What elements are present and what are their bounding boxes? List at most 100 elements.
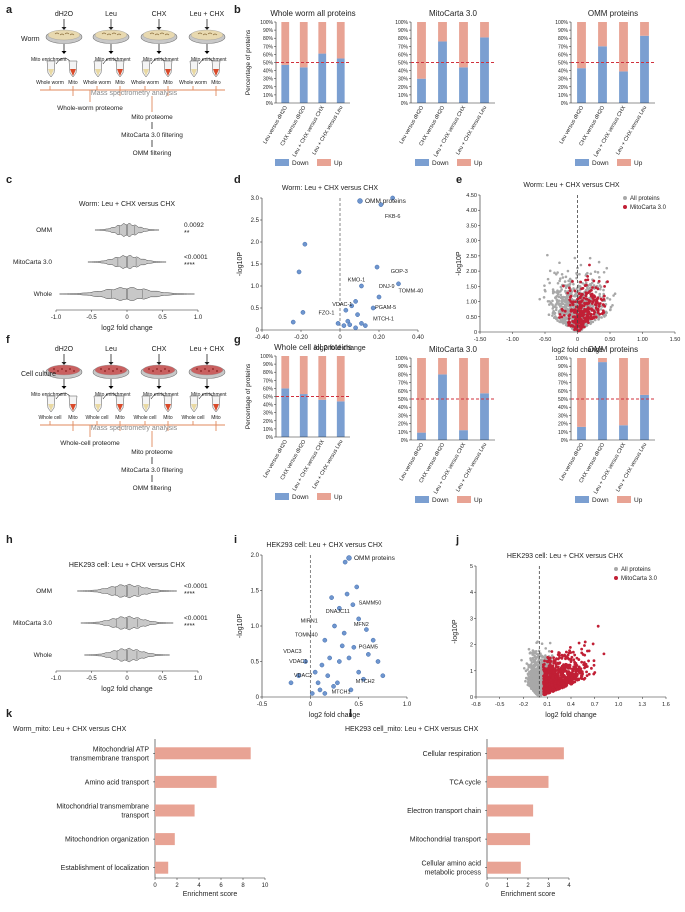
point-all <box>533 654 536 658</box>
tube-content <box>95 404 101 411</box>
row-label: MitoCarta 3.0 <box>13 259 52 266</box>
legend-label: Up <box>634 497 643 504</box>
point-mitocarta <box>570 655 574 659</box>
point-mitocarta <box>557 662 561 665</box>
enrich-label: Mito enrichment <box>31 57 67 63</box>
tube-content <box>117 69 123 76</box>
y-tick-label: 30% <box>398 413 409 419</box>
y-axis-label: Percentage of proteins <box>245 363 252 429</box>
point-mitocarta <box>595 299 599 302</box>
point-label: SAMM50 <box>359 601 382 607</box>
point-mitocarta <box>556 653 560 657</box>
point-mitocarta <box>570 671 574 675</box>
worm-icon <box>54 32 60 35</box>
point-mitocarta <box>561 308 564 312</box>
point-mitocarta <box>559 679 563 682</box>
bar-down <box>598 362 607 440</box>
point-mitocarta <box>580 660 584 664</box>
x-axis-label: log2 fold change <box>552 347 603 354</box>
data-point <box>364 627 369 632</box>
cell-icon <box>152 370 154 372</box>
tube-label: Whole cell <box>38 415 61 421</box>
point-mitocarta <box>558 656 562 659</box>
worm-icon <box>212 33 218 36</box>
dish-surface <box>94 364 128 376</box>
y-tick-label: 50% <box>558 397 569 403</box>
worm-icon <box>101 32 107 35</box>
chart-d: Worm: Leu + CHX versus CHX 0 0.5 1.0 1.5 2.0 2… <box>237 185 424 352</box>
point-all <box>556 271 559 274</box>
point-all <box>553 271 556 275</box>
panel-letter-h: h <box>6 534 13 546</box>
tube-label: Whole worm <box>131 80 159 86</box>
point-mitocarta <box>546 683 549 687</box>
data-point <box>329 595 334 600</box>
point-all <box>572 282 575 286</box>
source-label: Cell culture <box>21 371 56 378</box>
chart-title: MitoCarta 3.0 <box>429 9 478 18</box>
data-point <box>300 310 306 315</box>
y-tick-label: 0% <box>561 101 569 107</box>
point-all <box>533 668 537 672</box>
legend-label: Down <box>432 497 449 504</box>
point-all <box>532 649 535 653</box>
point-mitocarta <box>562 685 566 689</box>
data-point <box>378 202 384 207</box>
arrow-head <box>61 362 67 365</box>
point-all <box>551 311 555 315</box>
point-mitocarta <box>560 315 564 319</box>
legend-label: MitoCarta 3.0 <box>630 205 667 211</box>
x-axis-label: log2 fold change <box>101 686 152 693</box>
y-tick-label: 80% <box>398 36 409 42</box>
point-all <box>531 682 535 686</box>
point-mitocarta <box>548 656 552 660</box>
point-mitocarta <box>579 318 583 322</box>
point-mitocarta <box>573 662 577 666</box>
point-all <box>581 281 584 285</box>
point-mitocarta <box>548 668 552 671</box>
bar <box>155 747 251 760</box>
tube-content <box>70 69 76 76</box>
point-all <box>606 296 609 300</box>
point-mitocarta <box>573 308 577 312</box>
point-mitocarta <box>582 325 586 329</box>
legend-label: Down <box>292 160 309 167</box>
legend-label: Up <box>634 160 643 167</box>
bar-up <box>336 22 345 59</box>
point-mitocarta <box>542 681 545 685</box>
point-mitocarta <box>548 673 552 677</box>
point-all <box>546 300 550 303</box>
point-all <box>536 663 539 667</box>
chart-title: Whole worm all proteins <box>270 9 355 18</box>
x-tick-label: 0.7 <box>591 702 599 708</box>
chart-g1: Whole cell all proteins 0% 10% 20% 30% 40% 50%… <box>245 343 352 501</box>
data-point <box>288 680 294 686</box>
y-tick-label: 60% <box>558 52 569 58</box>
point-all <box>530 661 534 664</box>
point-all <box>530 687 534 691</box>
cell-icon <box>204 368 206 370</box>
y-tick-label: 70% <box>398 381 409 387</box>
tube-label: Mito <box>211 415 221 421</box>
chart-title: OMM proteins <box>588 345 638 354</box>
data-point <box>335 680 340 686</box>
point-all <box>578 285 582 288</box>
data-point <box>348 687 354 693</box>
y-tick-label: 60% <box>263 386 274 392</box>
point-mitocarta <box>591 300 595 303</box>
y-axis-label: Percentage of proteins <box>245 29 252 95</box>
point-mitocarta <box>580 647 584 651</box>
chart-title: MitoCarta 3.0 <box>429 345 478 354</box>
point-all <box>589 272 593 276</box>
arrow-head <box>204 27 210 30</box>
bar-up <box>417 358 426 433</box>
legend-swatch-down <box>575 159 589 166</box>
point-mitocarta <box>586 321 590 325</box>
y-tick-label: 70% <box>263 44 274 50</box>
data-point <box>341 630 347 636</box>
point-mitocarta <box>584 291 588 295</box>
point-mitocarta <box>595 307 599 311</box>
point-mitocarta <box>577 309 581 312</box>
x-tick-label: 2 <box>175 883 179 889</box>
y-tick-label: 0.5 <box>251 660 260 666</box>
